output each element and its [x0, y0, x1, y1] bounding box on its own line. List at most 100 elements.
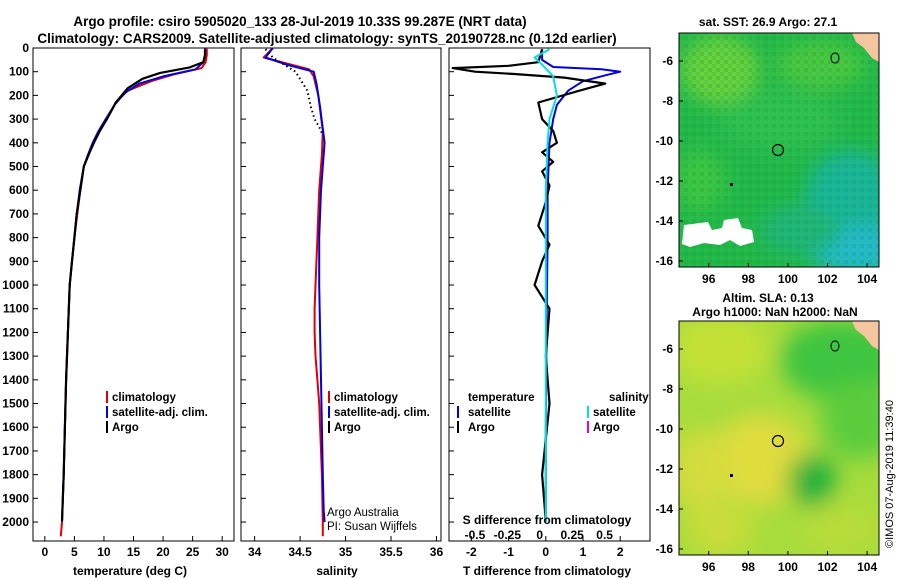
temperature-profiles — [59, 48, 208, 537]
temperature-tick-label: 15 — [127, 545, 141, 559]
sla-map-title2: Argo h1000: NaN h2000: NaN — [692, 305, 857, 319]
map-x-tick-label: 98 — [742, 560, 756, 574]
legend-label: Argo — [334, 422, 361, 434]
temperature-legend: climatology satellite-adj. clim. Argo — [106, 391, 208, 434]
map-y-tick-label: -16 — [656, 542, 674, 556]
legend-swatch-satellite — [106, 406, 108, 418]
legend-swatch-argo-t — [457, 421, 459, 433]
temperature-tick-label: 20 — [156, 545, 170, 559]
difference-tick-label: -2 — [466, 545, 477, 559]
climatology-line — [59, 48, 208, 537]
map-x-tick-label: 104 — [857, 272, 877, 286]
depth-tick-label: 1700 — [2, 444, 29, 458]
difference-profiles — [451, 48, 622, 522]
sst-map-frame — [678, 32, 880, 268]
legend-swatch-climatology — [328, 391, 330, 403]
legend-label: satellite — [593, 407, 636, 419]
legend-label: Argo — [593, 422, 620, 434]
map-x-tick-label: 102 — [817, 272, 837, 286]
map-x-tick-label: 100 — [778, 272, 798, 286]
sst-map-axes: 96 98 100 102 104 -6 -8 -10 -12 -14 -16 — [656, 54, 878, 286]
climatology-line — [262, 48, 324, 537]
map-y-tick-label: -14 — [656, 214, 674, 228]
depth-tick-label: 0 — [22, 41, 29, 55]
credit-line1: Argo Australia — [327, 507, 399, 519]
depth-tick-label: 1900 — [2, 491, 29, 505]
argo-line — [60, 49, 207, 521]
satellite-adj-clim--line — [264, 48, 326, 523]
map-y-tick-label: -10 — [656, 422, 674, 436]
legend-heading-salinity: salinity — [609, 392, 649, 404]
legend-heading-temperature: temperature — [468, 392, 534, 404]
satellite-temperature--line — [541, 49, 622, 522]
s-difference-tick-label: 0.25 — [561, 528, 585, 542]
depth-tick-label: 900 — [9, 254, 29, 268]
argo-location-marker — [771, 434, 785, 448]
sla-map-frame — [678, 320, 880, 556]
depth-tick-label: 300 — [9, 112, 29, 126]
depth-tick-label: 1100 — [3, 302, 29, 316]
difference-xlabel: T difference from climatology — [463, 564, 631, 578]
depth-tick-label: 1000 — [2, 278, 29, 292]
argo-temperature--line — [451, 48, 607, 521]
map-x-tick-label: 96 — [702, 272, 716, 286]
sla-map-axes: 96 98 100 102 104 -6 -8 -10 -12 -14 -16 — [656, 342, 878, 574]
satellite-adj-clim--line — [61, 48, 206, 523]
temperature-xlabel: temperature (deg C) — [73, 564, 187, 578]
salinity-panel-frame — [240, 47, 442, 542]
map-x-tick-label: 102 — [817, 560, 837, 574]
temperature-tick-label: 0 — [41, 545, 48, 559]
legend-swatch-argo — [328, 421, 330, 433]
salinity-legend: climatology satellite-adj. clim. Argo Ar… — [327, 391, 430, 533]
s-difference-tick-label: -0.25 — [494, 528, 522, 542]
credit-line2: PI: Susan Wijffels — [327, 521, 417, 533]
depth-tick-label: 1600 — [2, 420, 29, 434]
map-y-tick-label: -6 — [662, 54, 673, 68]
temperature-tick-label: 5 — [71, 545, 78, 559]
depth-tick-label: 1400 — [2, 373, 29, 387]
legend-swatch-argo-s — [587, 421, 589, 433]
salinity-profiles — [262, 48, 326, 537]
map-x-tick-label: 98 — [742, 272, 756, 286]
sla-map-field — [679, 321, 879, 555]
map-x-tick-label: 100 — [778, 560, 798, 574]
depth-tick-label: 1500 — [2, 397, 29, 411]
legend-label: Argo — [468, 422, 495, 434]
legend-label: satellite — [468, 407, 511, 419]
legend-swatch-satellite-t — [457, 406, 459, 418]
s-difference-tick-label: 0 — [536, 528, 543, 542]
salinity-tick-label: 34 — [248, 545, 262, 559]
depth-tick-label: 1800 — [2, 468, 29, 482]
legend-swatch-satellite-s — [587, 406, 589, 418]
difference-axis: -2 -1 0 1 2 -0.5 -0.25 0 0.25 0.5 — [465, 528, 624, 559]
legend-swatch-climatology — [106, 391, 108, 403]
legend-swatch-satellite — [328, 406, 330, 418]
depth-tick-label: 600 — [9, 183, 29, 197]
map-y-tick-label: -10 — [656, 134, 674, 148]
map-y-tick-label: -12 — [656, 462, 674, 476]
s-difference-tick-label: -0.5 — [465, 528, 486, 542]
map-y-tick-label: -16 — [656, 254, 674, 268]
legend-label: satellite-adj. clim. — [112, 407, 208, 419]
argo-location-marker — [771, 143, 785, 157]
satellite-salinity--line — [533, 48, 558, 522]
map-x-tick-label: 96 — [702, 560, 716, 574]
depth-axis: 0 100 200 300 400 500 600 700 800 900 1000 1100 1200… — [2, 41, 454, 529]
map-x-tick-label: 104 — [857, 560, 877, 574]
difference-panel-frame — [448, 47, 651, 542]
figure-title-line1: Argo profile: csiro 5905020_133 28-Jul-2… — [73, 14, 526, 29]
map-y-tick-label: -14 — [656, 502, 674, 516]
s-difference-label: S difference from climatology — [463, 513, 632, 527]
difference-tick-label: -1 — [503, 545, 514, 559]
argo-line — [264, 48, 324, 137]
figure-title-line2: Climatology: CARS2009. Satellite-adjuste… — [37, 31, 616, 46]
map-y-tick-label: -8 — [662, 382, 673, 396]
temperature-tick-label: 10 — [97, 545, 111, 559]
salinity-axis: 34 34.5 35 35.5 36 — [248, 536, 443, 559]
depth-tick-label: 700 — [9, 207, 29, 221]
legend-label: climatology — [334, 392, 399, 404]
sla-map-title1: Altim. SLA: 0.13 — [722, 291, 814, 305]
difference-tick-label: 0 — [542, 545, 549, 559]
depth-tick-label: 2000 — [2, 515, 29, 529]
legend-label: Argo — [112, 422, 139, 434]
